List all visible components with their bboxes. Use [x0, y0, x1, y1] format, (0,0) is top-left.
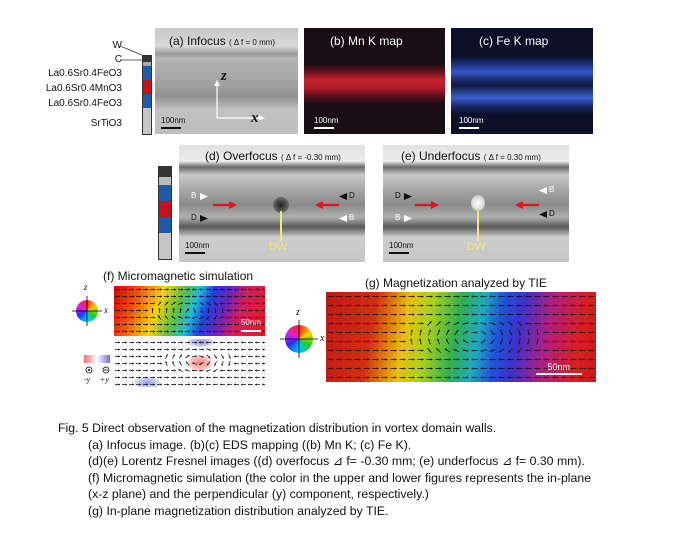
scale-bar-c — [459, 127, 479, 129]
black-triangle-d2 — [339, 193, 347, 200]
panel-b-label: (b) Mn K map — [330, 34, 403, 48]
white-triangle-d1 — [200, 193, 208, 200]
black-triangle-d1 — [200, 215, 208, 222]
panel-d-label: (d) Overfocus ( Δ f = -0.30 mm) — [205, 149, 341, 163]
layer-label-lsfo-top: La0.6Sr0.4FeO3 — [48, 68, 122, 79]
perp-color-legend — [84, 355, 110, 363]
caption-line-5: (g) In-plane magnetization distribution … — [88, 503, 389, 518]
layer-label-c: C — [114, 54, 122, 65]
scale-label-a: 100nm — [161, 116, 186, 125]
legend-label-pos-y: +y — [100, 375, 109, 384]
mark-b-right-d: B — [349, 213, 355, 222]
scale-label-d: 100nm — [185, 241, 210, 250]
layer-label-lsmo: La0.6Sr0.4MnO3 — [45, 83, 122, 94]
panel-e-label: (e) Underfocus ( Δ f = 0.30 mm) — [401, 149, 541, 163]
layer-stack-bar-d — [158, 166, 172, 260]
mark-b-left-d: B — [191, 191, 197, 200]
axis-x-label-g: x — [320, 333, 325, 344]
dw-marker-line-d — [280, 211, 282, 241]
f-upper-arrow-field — [115, 288, 265, 333]
dw-label-e: DW — [467, 241, 486, 253]
black-triangle-e2 — [539, 211, 547, 218]
layer-labels: W C La0.6Sr0.4FeO3 La0.6Sr0.4MnO3 La0.6S… — [40, 38, 122, 138]
color-wheel-f — [72, 296, 102, 326]
panel-g-label: (g) Magnetization analyzed by TIE — [365, 276, 547, 290]
axis-arrows-a — [214, 80, 265, 120]
scale-bar-b — [314, 127, 334, 129]
legend-symbols — [85, 366, 110, 374]
panel-e-underfocus: (e) Underfocus ( Δ f = 0.30 mm) DW D B B… — [383, 145, 569, 262]
panel-f-lower-perp-map — [114, 339, 265, 387]
white-triangle-e2 — [539, 187, 547, 194]
white-triangle-e1 — [404, 215, 412, 222]
layer-leader-lines — [120, 45, 143, 61]
domain-wall-feature-d — [273, 197, 289, 213]
layer-stack-bar-a — [142, 55, 152, 135]
panel-a-label: (a) Infocus ( Δ f = 0 mm) — [169, 34, 276, 48]
mark-b-left-e: B — [395, 213, 401, 222]
panel-d-overfocus: (d) Overfocus ( Δ f = -0.30 mm) DW B D D… — [179, 145, 365, 262]
axis-z-label-g: z — [296, 307, 300, 318]
scale-bar-a — [161, 127, 181, 129]
panel-b-mn-map: (b) Mn K map 100nm — [304, 28, 445, 134]
red-arrows-d — [213, 201, 339, 209]
panel-g-tie-map: 50nm — [326, 292, 596, 382]
black-triangle-e1 — [404, 193, 412, 200]
dw-marker-line-e — [477, 211, 479, 241]
color-wheel-g — [280, 320, 318, 358]
f-lower-arrow-field — [115, 341, 265, 386]
scale-label-c: 100nm — [459, 116, 484, 125]
panel-c-fe-map: (c) Fe K map 100nm — [451, 28, 593, 134]
mark-d-right-d: D — [349, 191, 355, 200]
scale-label-b: 100nm — [314, 116, 339, 125]
scale-bar-e — [389, 252, 409, 254]
dw-label-d: DW — [269, 241, 288, 253]
layer-label-sto: SrTiO3 — [90, 118, 122, 129]
scale-bar-g — [536, 373, 582, 375]
mark-d-right-e: D — [549, 209, 555, 218]
mark-d-left-d: D — [191, 213, 197, 222]
scale-label-f: 50nm — [240, 318, 261, 327]
legend-label-neg-y: -y — [84, 375, 91, 384]
panel-a-infocus: (a) Infocus ( Δ f = 0 mm) z x 100nm — [155, 28, 298, 134]
axis-x-label-a: x — [251, 110, 259, 126]
red-arrows-e — [415, 201, 539, 209]
panel-f-upper-inplane-map: 50nm — [114, 286, 265, 336]
caption-line-1: (a) Infocus image. (b)(c) EDS mapping ((… — [88, 437, 412, 452]
scale-bar-f — [241, 330, 261, 332]
g-arrow-field — [327, 295, 595, 379]
layer-label-lsfo-bottom: La0.6Sr0.4FeO3 — [48, 98, 122, 109]
mark-d-left-e: D — [395, 191, 401, 200]
caption-line-4: (x-z plane) and the perpendicular (y) co… — [88, 487, 429, 502]
layer-label-w: W — [112, 40, 122, 51]
scale-bar-d — [185, 252, 205, 254]
scale-label-g: 50nm — [547, 362, 570, 372]
axis-z-label-f: z — [84, 282, 88, 292]
panel-f-label: (f) Micromagnetic simulation — [103, 269, 254, 283]
panel-c-label: (c) Fe K map — [479, 34, 549, 48]
axis-z-label-a: z — [221, 68, 227, 84]
scale-label-e: 100nm — [389, 241, 414, 250]
mark-b-right-e: B — [549, 185, 555, 194]
caption-title: Fig. 5 Direct observation of the magneti… — [58, 421, 497, 435]
domain-wall-feature-e — [471, 195, 485, 211]
caption-line-3: (f) Micromagnetic simulation (the color … — [88, 470, 592, 485]
axis-x-label-f: x — [104, 305, 108, 315]
caption-line-2: (d)(e) Lorentz Fresnel images ((d) overf… — [88, 454, 585, 469]
figure-caption: Fig. 5 Direct observation of the magneti… — [58, 420, 698, 520]
white-triangle-d2 — [339, 215, 347, 222]
